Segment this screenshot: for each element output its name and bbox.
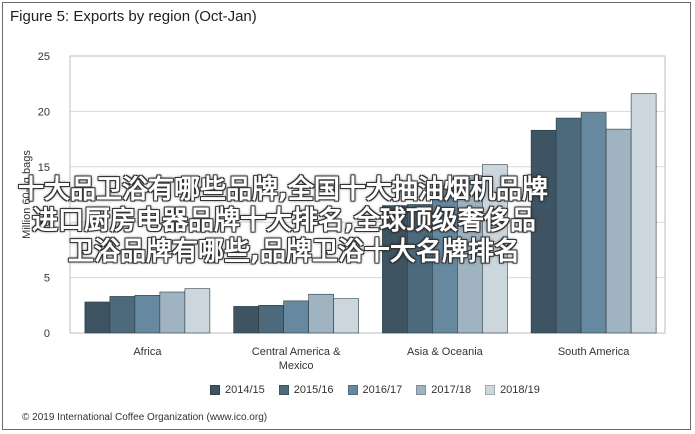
watermark-overlay-text: 十大品卫浴有哪些品牌,全国十大抽油烟机品牌 进口厨房电器品牌十大排名,全球顶级奢… bbox=[18, 175, 693, 268]
y-tick-label: 15 bbox=[38, 162, 50, 174]
bar bbox=[258, 304, 284, 334]
overlay-line-2: 进口厨房电器品牌十大排名,全球顶级奢侈品 bbox=[32, 206, 536, 236]
bar bbox=[630, 93, 657, 334]
y-tick-label: 20 bbox=[38, 106, 50, 118]
legend-item: 2017/18 bbox=[416, 384, 471, 396]
plot-border bbox=[69, 55, 666, 334]
legend-item: 2016/17 bbox=[347, 384, 403, 396]
bar bbox=[382, 205, 408, 334]
legend-swatch bbox=[210, 385, 220, 395]
legend-item: 2015/16 bbox=[278, 384, 334, 396]
bar bbox=[580, 112, 607, 334]
bar bbox=[407, 204, 433, 334]
legend-item: 2018/19 bbox=[485, 384, 540, 396]
legend-label: 2016/17 bbox=[362, 384, 403, 396]
bar bbox=[159, 291, 186, 334]
legend-swatch bbox=[485, 385, 496, 395]
bar bbox=[84, 301, 111, 334]
bar bbox=[333, 298, 359, 334]
x-tick-label: Africa bbox=[133, 346, 162, 358]
y-axis-label: Million 60-kg bags bbox=[21, 150, 33, 239]
legend-swatch bbox=[347, 385, 358, 395]
y-tick-label: 10 bbox=[38, 217, 50, 229]
overlay-line-3: 卫浴品牌有哪些,品牌卫浴十大名牌排名 bbox=[68, 237, 520, 267]
legend-swatch bbox=[416, 385, 427, 395]
bar bbox=[457, 175, 483, 334]
x-tick-label: Mexico bbox=[279, 360, 314, 372]
bar bbox=[605, 128, 632, 334]
bar bbox=[432, 186, 458, 334]
legend-label: 2014/15 bbox=[225, 384, 265, 396]
bar bbox=[555, 117, 582, 334]
bar bbox=[482, 164, 508, 334]
legend-label: 2018/19 bbox=[500, 384, 540, 396]
legend-label: 2017/18 bbox=[431, 384, 472, 396]
bar bbox=[184, 288, 211, 334]
bar bbox=[109, 296, 136, 334]
x-tick-label: South America bbox=[558, 346, 630, 358]
legend-swatch bbox=[278, 385, 289, 395]
chart-legend: 2014/15 2015/16 2016/17 2017/18 2018/19 bbox=[210, 384, 540, 396]
source-note: © 2019 International Coffee Organization… bbox=[22, 412, 268, 423]
chart-title: Figure 5: Exports by region (Oct-Jan) bbox=[10, 8, 257, 25]
x-tick-label: Central America & bbox=[252, 346, 341, 358]
bar bbox=[134, 295, 161, 334]
x-tick-label: Asia & Oceania bbox=[407, 346, 484, 358]
bar bbox=[530, 129, 557, 334]
overlay-line-1: 十大品卫浴有哪些品牌,全国十大抽油烟机品牌 bbox=[18, 175, 548, 205]
bar bbox=[308, 293, 334, 334]
bar bbox=[233, 306, 259, 334]
bar bbox=[283, 300, 309, 334]
y-tick-label: 5 bbox=[44, 273, 50, 285]
legend-item: 2014/15 bbox=[210, 384, 265, 396]
legend-label: 2015/16 bbox=[293, 384, 334, 396]
y-tick-label: 25 bbox=[38, 51, 50, 63]
y-tick-label: 0 bbox=[44, 328, 50, 340]
